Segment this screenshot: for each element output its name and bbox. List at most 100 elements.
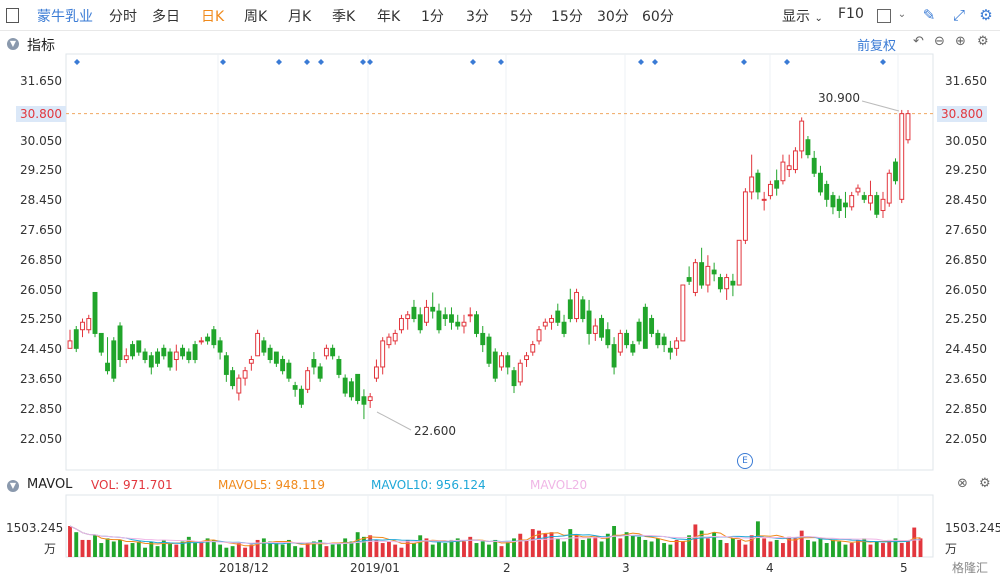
period-tab-quarterly[interactable]: 季K [332,9,356,25]
zoom-out-icon[interactable]: ⊖ [934,34,945,49]
volume-unit-left: 万 [44,542,57,556]
period-tab-yearly[interactable]: 年K [377,9,401,25]
volume-bar [136,541,141,557]
x-tick-dec: 2018/12 [219,561,269,575]
candle-body [330,347,336,357]
volume-bar [605,533,610,557]
settings-icon[interactable]: ⚙ [979,6,993,24]
f10-button[interactable]: F10 [838,6,864,22]
candle-body [130,344,135,357]
collapse-icon[interactable]: ▼ [7,38,19,50]
candle-body [236,377,242,394]
volume-bar [255,539,260,557]
candle-body [92,291,98,334]
volume-bar [512,538,516,557]
candle-body [223,355,229,375]
volume-bar [286,539,291,557]
candle-body [205,336,211,342]
volume-bar [705,538,710,557]
period-tab-multiday[interactable]: 多日 [152,9,180,25]
volume-bar [311,541,316,557]
candle-body [886,172,892,204]
candle-body [255,332,261,357]
indicator-title: 指标 [27,38,55,54]
event-diamond-icon [498,59,504,65]
volume-bar [86,539,91,557]
volume-bar [856,539,860,557]
volume-bar [455,538,460,557]
undo-icon[interactable]: ↶ [913,34,924,49]
volume-bar [368,535,373,557]
candle-body [517,362,523,383]
y-tick-right: 24.450 [945,342,987,357]
zoom-in-icon[interactable]: ⊕ [955,34,966,49]
settings-icon[interactable]: ⚙ [977,34,989,49]
period-tab-daily[interactable]: 日K [201,9,225,25]
period-tab-30min[interactable]: 30分 [597,9,629,25]
volume-bar [236,543,241,557]
event-diamond-icon [304,59,310,65]
y-tick-right: 27.650 [945,223,987,237]
candle-body [899,113,905,200]
chevron-down-icon[interactable]: ⌄ [897,9,907,20]
current-price-flag-right: 30.800 [937,106,987,122]
close-icon[interactable]: ⊗ [957,476,968,491]
volume-bar [193,543,198,557]
candle-body [574,291,579,320]
candle-body [248,359,254,364]
volume-bar [343,538,348,557]
volume-bar [730,538,735,557]
candle-body [699,262,705,286]
candle-body [567,299,573,320]
volume-bar [737,539,742,557]
volume-bar [93,535,97,557]
y-tick-left: 31.650 [20,74,62,88]
period-tab-15min[interactable]: 15分 [551,9,583,25]
stock-name[interactable]: 蒙牛乳业 [37,9,93,25]
candle-body [586,310,592,334]
volume-bar [918,538,923,557]
event-marker-icon[interactable]: E [737,453,753,469]
fullscreen-icon[interactable]: ⤢ [952,6,965,24]
volume-bar [199,541,204,557]
period-tab-weekly[interactable]: 周K [244,9,268,25]
period-tab-intraday[interactable]: 分时 [109,9,137,25]
collapse-icon[interactable]: ▼ [7,480,19,492]
checkbox-icon[interactable] [875,6,893,24]
volume-bar [299,547,304,557]
candle-body [123,355,129,361]
adjust-mode[interactable]: 前复权 [857,39,897,54]
volume-bar [174,544,179,557]
settings-icon[interactable]: ⚙ [979,476,991,491]
volume-bar [474,543,479,557]
candle-body [536,329,542,342]
x-tick-jan: 2019/01 [350,561,400,575]
candle-body [724,277,730,290]
candle-body [611,344,617,368]
volume-bar [449,539,454,557]
period-tab-60min[interactable]: 60分 [642,9,674,25]
volume-bar [280,544,285,557]
candle-body [148,355,154,368]
volume-bar [111,541,116,557]
candle-body [786,165,792,171]
period-tab-3min[interactable]: 3分 [466,9,489,25]
volume-bar [424,538,429,557]
display-menu[interactable]: 显示 ⌄ [782,6,823,26]
volume-bar [549,532,554,557]
period-tab-monthly[interactable]: 月K [288,9,312,25]
volume-bar [505,541,510,557]
volume-bar [674,539,679,557]
candle-body [592,325,598,334]
volume-bar [699,530,704,557]
period-tab-1min[interactable]: 1分 [421,9,444,25]
volume-bar [487,544,491,557]
volume-bar [361,536,366,557]
sidebar-toggle-icon[interactable] [6,8,19,23]
pencil-icon[interactable]: ✎ [922,6,936,24]
volume-bar [443,543,448,557]
volume-bar [624,532,629,557]
candle-body [298,388,304,405]
volume-bar [687,535,692,557]
period-tab-5min[interactable]: 5分 [510,9,533,25]
